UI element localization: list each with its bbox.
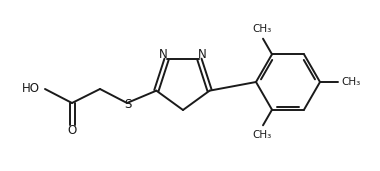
Text: N: N (159, 48, 168, 61)
Text: HO: HO (22, 82, 40, 95)
Text: CH₃: CH₃ (252, 130, 272, 140)
Text: CH₃: CH₃ (252, 24, 272, 34)
Text: N: N (198, 48, 207, 61)
Text: S: S (124, 98, 132, 111)
Text: CH₃: CH₃ (341, 77, 360, 87)
Text: O: O (67, 124, 77, 137)
